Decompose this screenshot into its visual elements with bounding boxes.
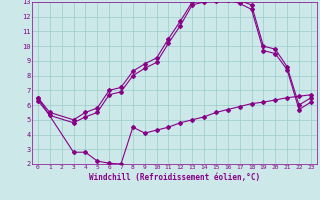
X-axis label: Windchill (Refroidissement éolien,°C): Windchill (Refroidissement éolien,°C) bbox=[89, 173, 260, 182]
